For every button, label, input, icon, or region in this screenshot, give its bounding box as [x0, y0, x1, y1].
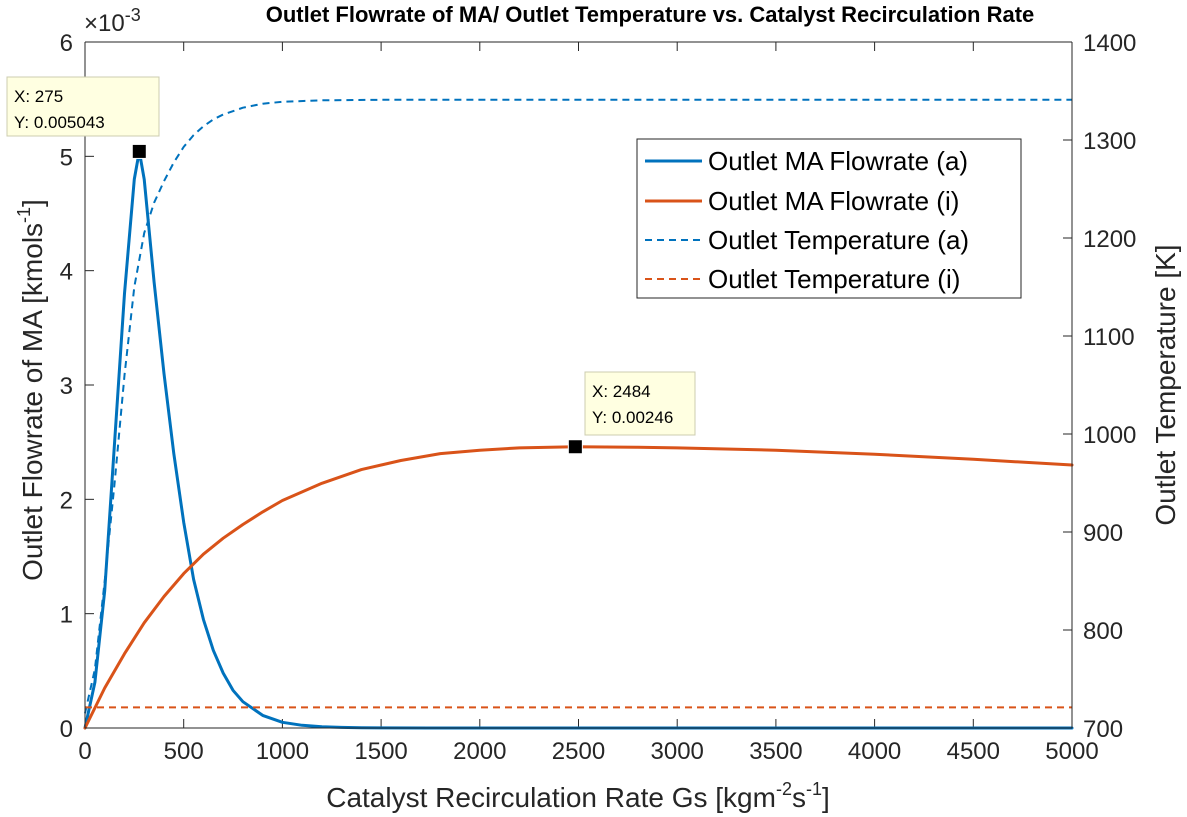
- y-left-axis-label: Outlet Flowrate of MA [kmols-1]: [14, 199, 48, 581]
- legend-label-ma-i: Outlet MA Flowrate (i): [708, 186, 959, 216]
- legend: Outlet MA Flowrate (a) Outlet MA Flowrat…: [636, 138, 1022, 299]
- y-right-tick-label: 1300: [1083, 128, 1136, 155]
- datatip-y-text: Y: 0.00246: [592, 408, 673, 427]
- datatips-layer: X: 275 Y: 0.005043 X: 2484 Y: 0.00246: [6, 76, 696, 455]
- x-tick-label: 5000: [1045, 738, 1098, 765]
- datatip-box: [6, 76, 160, 137]
- x-tick-label: 4500: [947, 738, 1000, 765]
- y-left-tick-label: 4: [60, 259, 73, 286]
- y-left-tick-label: 0: [60, 716, 73, 743]
- legend-box: [636, 138, 1022, 299]
- datatip-x-text: X: 2484: [592, 382, 651, 401]
- axes-frame: [84, 41, 1073, 729]
- legend-label-temp-i: Outlet Temperature (i): [708, 264, 960, 294]
- y-right-tick-label: 900: [1083, 520, 1123, 547]
- y-left-exponent: ×10-3: [84, 5, 141, 37]
- y-right-tick-label: 700: [1083, 716, 1123, 743]
- legend-label-temp-a: Outlet Temperature (a): [708, 225, 969, 255]
- y-right-tick-label: 1200: [1083, 226, 1136, 253]
- x-tick-label: 2000: [453, 738, 506, 765]
- y-left-tick-label: 6: [60, 30, 73, 57]
- x-tick-label: 3500: [749, 738, 802, 765]
- y-right-tick-label: 1100: [1083, 324, 1135, 351]
- datatip-box: [584, 371, 696, 436]
- y-left-tick-label: 2: [60, 487, 73, 514]
- y-left-tick-label: 3: [60, 373, 73, 400]
- legend-label-ma-a: Outlet MA Flowrate (a): [708, 146, 968, 176]
- x-tick-label: 1500: [354, 738, 407, 765]
- datatip-marker[interactable]: [131, 143, 147, 159]
- series-ma-flowrate-i: [83, 445, 1074, 730]
- y-right-tick-label: 800: [1083, 618, 1123, 645]
- x-tick-label: 0: [78, 738, 91, 765]
- series-temperature-a: [84, 98, 1072, 714]
- y-left-tick-label: 5: [60, 144, 73, 171]
- y-left-tick-label: 1: [60, 602, 73, 629]
- y-right-axis-label: Outlet Temperature [K]: [1150, 244, 1181, 525]
- x-tick-label: 1000: [256, 738, 309, 765]
- x-tick-label: 500: [164, 738, 204, 765]
- ticks-layer: 0 500 1000 1500 2000 2500 3000 3500 4000 4500 5000…: [60, 30, 1137, 765]
- datatip-marker[interactable]: [567, 439, 583, 455]
- y-right-tick-label: 1400: [1083, 30, 1136, 57]
- datatip-x-text: X: 275: [14, 87, 63, 106]
- y-right-tick-label: 1000: [1083, 422, 1136, 449]
- x-tick-label: 3000: [651, 738, 704, 765]
- chart-title: Outlet Flowrate of MA/ Outlet Temperatur…: [266, 2, 1035, 27]
- x-tick-label: 2500: [552, 738, 605, 765]
- datatip-y-text: Y: 0.005043: [14, 113, 105, 132]
- x-axis-label: Catalyst Recirculation Rate Gs [kgm-2s-1…: [326, 779, 830, 813]
- x-tick-label: 4000: [848, 738, 901, 765]
